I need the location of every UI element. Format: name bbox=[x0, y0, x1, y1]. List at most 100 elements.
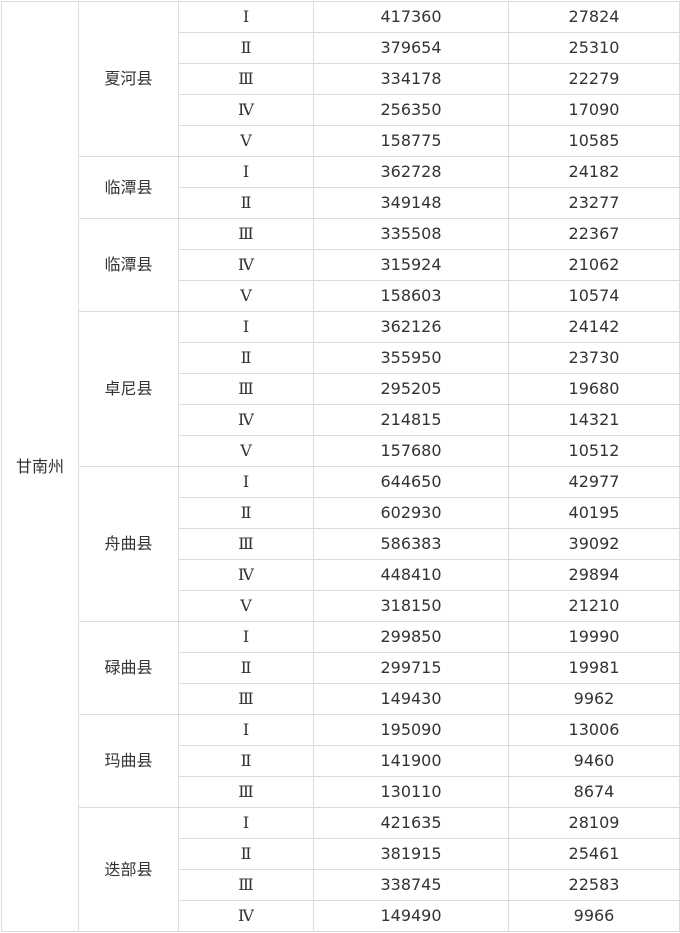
value-cell: 214815 bbox=[313, 404, 509, 436]
amount-cell: 8674 bbox=[508, 776, 680, 808]
table-row: Ⅳ 256350 17090 bbox=[2, 94, 680, 126]
value-cell: 379654 bbox=[313, 32, 509, 64]
table-row: Ⅱ 379654 25310 bbox=[2, 32, 680, 64]
value-cell: 417360 bbox=[313, 1, 509, 33]
amount-cell: 19680 bbox=[508, 373, 680, 405]
value-cell: 149490 bbox=[313, 900, 509, 932]
county-cell: 卓尼县 bbox=[78, 311, 179, 467]
county-cell: 临潭县 bbox=[78, 156, 179, 219]
grade-cell: Ⅱ bbox=[178, 187, 314, 219]
amount-cell: 22583 bbox=[508, 869, 680, 901]
value-cell: 334178 bbox=[313, 63, 509, 95]
table-row: 临潭县 Ⅰ 362728 24182 bbox=[2, 156, 680, 219]
grade-cell: Ⅲ bbox=[178, 218, 314, 250]
value-cell: 448410 bbox=[313, 559, 509, 591]
grade-cell: Ⅰ bbox=[178, 1, 314, 33]
grade-cell: Ⅳ bbox=[178, 94, 314, 126]
grade-cell: Ⅰ bbox=[178, 621, 314, 653]
table-row: Ⅳ 448410 29894 bbox=[2, 559, 680, 591]
amount-cell: 22367 bbox=[508, 218, 680, 250]
table-row: 舟曲县 Ⅰ 644650 42977 bbox=[2, 466, 680, 622]
amount-cell: 9460 bbox=[508, 745, 680, 777]
amount-cell: 29894 bbox=[508, 559, 680, 591]
amount-cell: 22279 bbox=[508, 63, 680, 95]
amount-cell: 9966 bbox=[508, 900, 680, 932]
table-row: Ⅴ 318150 21210 bbox=[2, 590, 680, 622]
grade-cell: Ⅰ bbox=[178, 807, 314, 839]
amount-cell: 40195 bbox=[508, 497, 680, 529]
amount-cell: 17090 bbox=[508, 94, 680, 126]
value-cell: 644650 bbox=[313, 466, 509, 498]
grade-cell: Ⅱ bbox=[178, 838, 314, 870]
amount-cell: 25310 bbox=[508, 32, 680, 64]
grade-cell: Ⅰ bbox=[178, 466, 314, 498]
value-cell: 355950 bbox=[313, 342, 509, 374]
table-row: Ⅱ 602930 40195 bbox=[2, 497, 680, 529]
amount-cell: 14321 bbox=[508, 404, 680, 436]
grade-cell: Ⅰ bbox=[178, 311, 314, 343]
value-cell: 381915 bbox=[313, 838, 509, 870]
table-row: Ⅲ 338745 22583 bbox=[2, 869, 680, 901]
grade-cell: Ⅲ bbox=[178, 869, 314, 901]
amount-cell: 9962 bbox=[508, 683, 680, 715]
grade-cell: Ⅰ bbox=[178, 714, 314, 746]
grade-cell: Ⅱ bbox=[178, 32, 314, 64]
amount-cell: 10574 bbox=[508, 280, 680, 312]
grade-cell: Ⅴ bbox=[178, 435, 314, 467]
value-cell: 315924 bbox=[313, 249, 509, 281]
table-row: Ⅱ 381915 25461 bbox=[2, 838, 680, 870]
grade-cell: Ⅲ bbox=[178, 528, 314, 560]
value-cell: 349148 bbox=[313, 187, 509, 219]
grade-cell: Ⅲ bbox=[178, 776, 314, 808]
amount-cell: 27824 bbox=[508, 1, 680, 33]
grade-cell: Ⅴ bbox=[178, 280, 314, 312]
amount-cell: 42977 bbox=[508, 466, 680, 498]
value-cell: 299715 bbox=[313, 652, 509, 684]
table-row: 碌曲县 Ⅰ 299850 19990 bbox=[2, 621, 680, 715]
grade-cell: Ⅱ bbox=[178, 497, 314, 529]
value-cell: 195090 bbox=[313, 714, 509, 746]
value-cell: 602930 bbox=[313, 497, 509, 529]
grade-cell: Ⅲ bbox=[178, 373, 314, 405]
value-cell: 157680 bbox=[313, 435, 509, 467]
amount-cell: 23277 bbox=[508, 187, 680, 219]
value-cell: 295205 bbox=[313, 373, 509, 405]
amount-cell: 23730 bbox=[508, 342, 680, 374]
value-cell: 256350 bbox=[313, 94, 509, 126]
amount-cell: 24182 bbox=[508, 156, 680, 188]
value-cell: 362126 bbox=[313, 311, 509, 343]
value-cell: 335508 bbox=[313, 218, 509, 250]
grade-cell: Ⅱ bbox=[178, 745, 314, 777]
value-cell: 158603 bbox=[313, 280, 509, 312]
table-row: Ⅴ 157680 10512 bbox=[2, 435, 680, 467]
grade-cell: Ⅱ bbox=[178, 342, 314, 374]
table-row: 临潭县 Ⅲ 335508 22367 bbox=[2, 218, 680, 312]
amount-cell: 19990 bbox=[508, 621, 680, 653]
grade-cell: Ⅳ bbox=[178, 249, 314, 281]
amount-cell: 21062 bbox=[508, 249, 680, 281]
grade-cell: Ⅲ bbox=[178, 63, 314, 95]
amount-cell: 13006 bbox=[508, 714, 680, 746]
amount-cell: 19981 bbox=[508, 652, 680, 684]
table-row: Ⅴ 158775 10585 bbox=[2, 125, 680, 157]
table-row: 卓尼县 Ⅰ 362126 24142 bbox=[2, 311, 680, 467]
value-cell: 149430 bbox=[313, 683, 509, 715]
table-row: 玛曲县 Ⅰ 195090 13006 bbox=[2, 714, 680, 808]
value-cell: 362728 bbox=[313, 156, 509, 188]
county-cell: 玛曲县 bbox=[78, 714, 179, 808]
county-cell: 夏河县 bbox=[78, 1, 179, 157]
value-cell: 130110 bbox=[313, 776, 509, 808]
county-cell: 迭部县 bbox=[78, 807, 179, 932]
grade-cell: Ⅳ bbox=[178, 404, 314, 436]
amount-cell: 39092 bbox=[508, 528, 680, 560]
amount-cell: 21210 bbox=[508, 590, 680, 622]
table-row: Ⅳ 315924 21062 bbox=[2, 249, 680, 281]
grade-cell: Ⅳ bbox=[178, 900, 314, 932]
table-row: Ⅱ 355950 23730 bbox=[2, 342, 680, 374]
grade-cell: Ⅱ bbox=[178, 652, 314, 684]
amount-cell: 10585 bbox=[508, 125, 680, 157]
grade-cell: Ⅴ bbox=[178, 125, 314, 157]
